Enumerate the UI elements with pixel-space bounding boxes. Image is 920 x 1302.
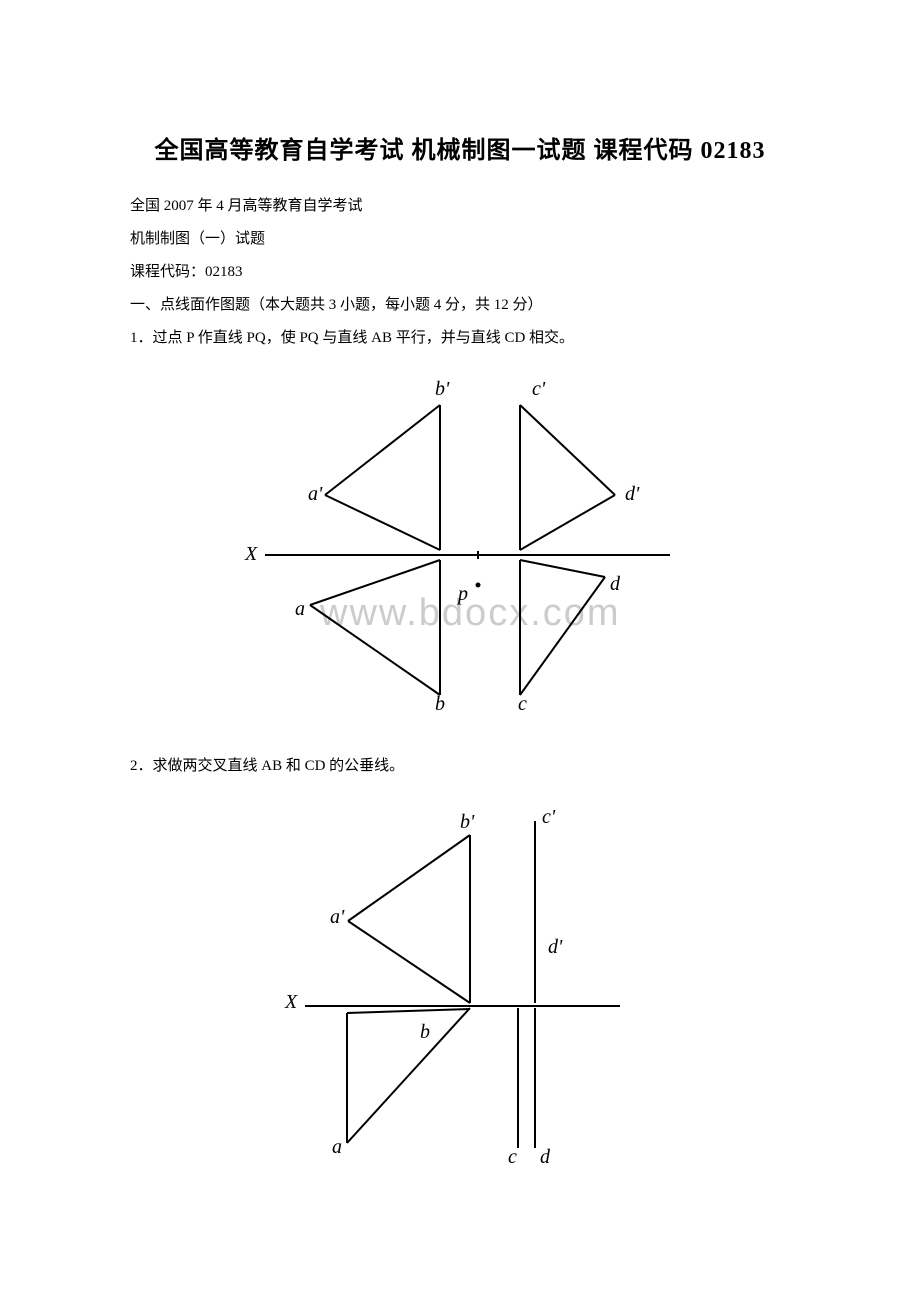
svg-text:c': c' [532, 378, 546, 400]
svg-text:a': a' [308, 483, 323, 505]
svg-text:b: b [420, 1021, 430, 1043]
subtitle-line-1: 全国 2007 年 4 月高等教育自学考试 [100, 190, 820, 223]
figure-1-container: www.bdocx.com a' b' c' d' Xp a b c d [100, 365, 820, 730]
svg-text:a: a [295, 598, 305, 620]
svg-text:X: X [284, 991, 298, 1013]
svg-text:a: a [332, 1136, 342, 1158]
svg-text:c': c' [542, 806, 556, 828]
svg-text:b': b' [460, 811, 475, 833]
question-1: 1．过点 P 作直线 PQ，使 PQ 与直线 AB 平行，并与直线 CD 相交。 [100, 322, 820, 355]
svg-text:www.bdocx.com: www.bdocx.com [319, 592, 621, 634]
svg-text:p: p [456, 583, 468, 605]
figure-1: www.bdocx.com a' b' c' d' Xp a b c d [210, 365, 710, 725]
figure-2-container: a' b' c' d' Xa b c d [100, 793, 820, 1178]
svg-text:c: c [518, 693, 527, 715]
svg-text:b: b [435, 693, 445, 715]
svg-text:b': b' [435, 378, 450, 400]
svg-text:c: c [508, 1146, 517, 1168]
question-2: 2．求做两交叉直线 AB 和 CD 的公垂线。 [100, 750, 820, 783]
svg-text:a': a' [330, 906, 345, 928]
svg-text:X: X [244, 543, 258, 565]
svg-text:d: d [540, 1146, 551, 1168]
subtitle-line-2: 机制制图（一）试题 [100, 223, 820, 256]
section-heading: 一、点线面作图题（本大题共 3 小题，每小题 4 分，共 12 分） [100, 289, 820, 322]
subtitle-line-3: 课程代码：02183 [100, 256, 820, 289]
main-title: 全国高等教育自学考试 机械制图一试题 课程代码 02183 [100, 130, 820, 165]
svg-text:d': d' [548, 936, 563, 958]
figure-2: a' b' c' d' Xa b c d [260, 793, 660, 1173]
svg-text:d': d' [625, 483, 640, 505]
svg-text:d: d [610, 573, 621, 595]
